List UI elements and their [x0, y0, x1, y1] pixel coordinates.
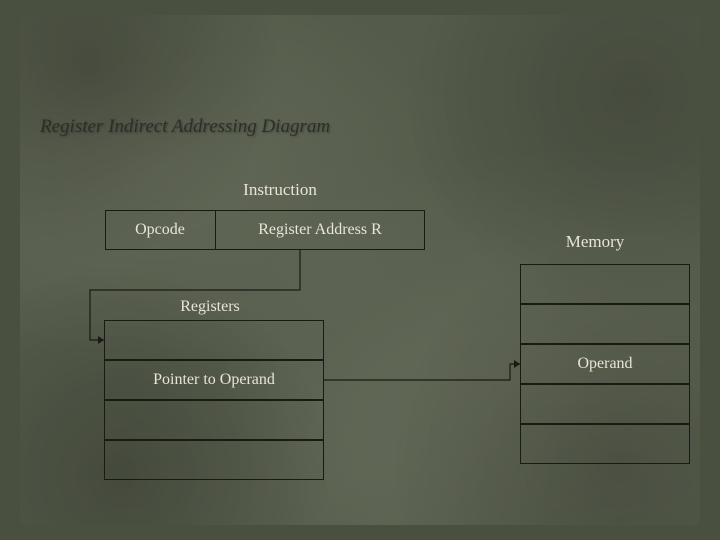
memory-label: Memory	[545, 232, 645, 252]
registers-cell-1: Pointer to Operand	[104, 360, 324, 400]
registers-label: Registers	[160, 298, 260, 316]
registers-row-2	[104, 400, 324, 440]
registers-row-3	[104, 440, 324, 480]
memory-row-3	[520, 384, 690, 424]
memory-row-1	[520, 304, 690, 344]
opcode-cell: Opcode	[105, 210, 215, 250]
page-title: Register Indirect Addressing Diagram	[40, 116, 330, 138]
memory-row-4	[520, 424, 690, 464]
registers-row-0	[104, 320, 324, 360]
memory-cell-2: Operand	[520, 344, 690, 384]
instruction-label: Instruction	[220, 180, 340, 200]
memory-row-0	[520, 264, 690, 304]
register-address-cell: Register Address R	[215, 210, 425, 250]
